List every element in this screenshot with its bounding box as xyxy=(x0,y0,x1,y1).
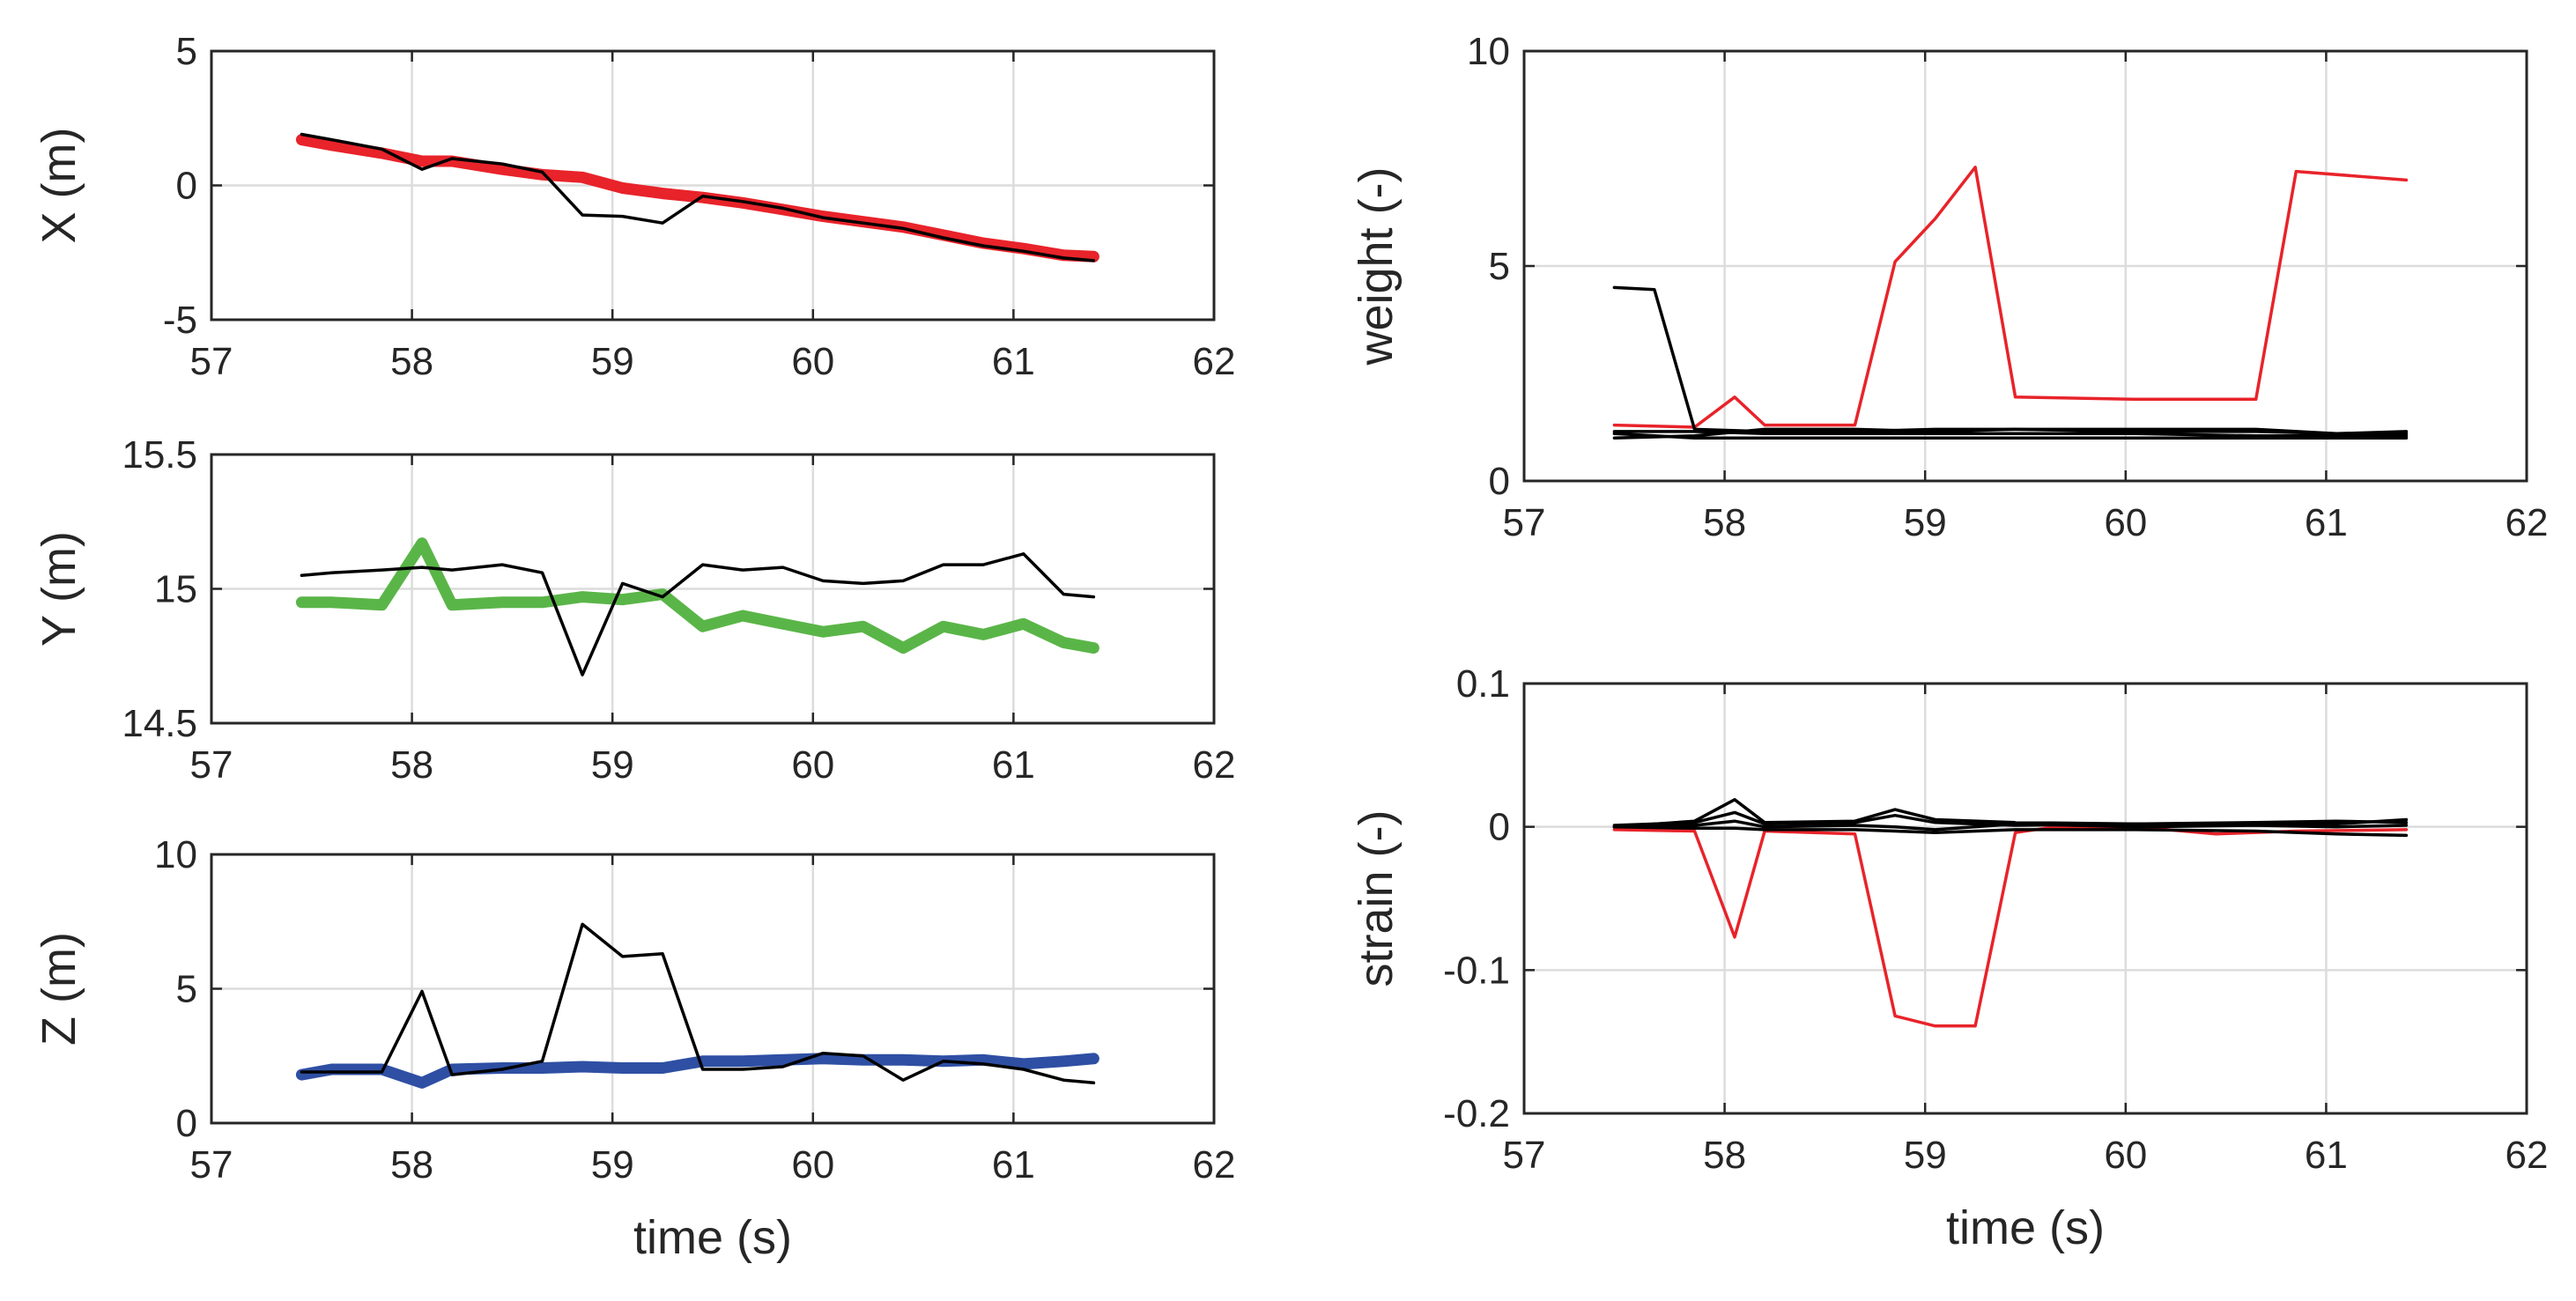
strain-series-1 xyxy=(1612,798,2409,829)
z-pos-series-1 xyxy=(300,922,1096,1085)
weight-xtick-label-5: 62 xyxy=(2506,501,2549,544)
x-pos-xtick-label-4: 61 xyxy=(992,340,1035,383)
weight-ylabel: weight (-) xyxy=(1350,166,1403,366)
z-pos-xtick-label-5: 62 xyxy=(1193,1143,1236,1186)
strain-ytick-label-0: -0.2 xyxy=(1443,1092,1510,1135)
y-pos-xtick-label-0: 57 xyxy=(190,743,233,787)
z-pos-ylabel: Z (m) xyxy=(33,932,85,1046)
strain-xtick-label-2: 59 xyxy=(1904,1134,1947,1177)
strain-ytick-label-1: -0.1 xyxy=(1443,949,1510,992)
y-pos-xtick-label-2: 59 xyxy=(591,743,634,787)
y-pos-ytick-label-0: 14.5 xyxy=(122,702,197,745)
strain-xtick-label-3: 60 xyxy=(2104,1134,2147,1177)
z-pos-xtick-label-3: 60 xyxy=(791,1143,834,1186)
weight-ytick-label-2: 10 xyxy=(1467,30,1510,73)
x-pos-panel: 57 58 59 60 61 62 -5 0 5 X (m) xyxy=(33,30,1235,383)
y-pos-ytick-label-1: 15 xyxy=(154,568,197,611)
strain-xtick-label-1: 58 xyxy=(1703,1134,1746,1177)
y-pos-series-1 xyxy=(300,552,1096,676)
x-pos-xtick-label-1: 58 xyxy=(390,340,433,383)
weight-series-4 xyxy=(1612,430,2409,438)
y-pos-ylabel: Y (m) xyxy=(33,531,85,647)
y-pos-series-0 xyxy=(295,537,1099,654)
strain-xtick-label-0: 57 xyxy=(1503,1134,1546,1177)
x-pos-xtick-label-5: 62 xyxy=(1193,340,1236,383)
strain-series-2 xyxy=(1612,810,2409,827)
z-pos-xtick-label-0: 57 xyxy=(190,1143,233,1186)
strain-xtick-label-4: 61 xyxy=(2305,1134,2348,1177)
y-pos-xtick-label-1: 58 xyxy=(390,743,433,787)
strain-ytick-label-3: 0.1 xyxy=(1456,662,1510,706)
weight-xtick-label-3: 60 xyxy=(2104,501,2147,544)
x-pos-series-1 xyxy=(300,132,1096,262)
x-pos-xtick-label-0: 57 xyxy=(190,340,233,383)
strain-panel: 57 58 59 60 61 62 -0.2 -0.1 0 0.1 strain (-) time (… xyxy=(1350,662,2548,1254)
x-pos-xtick-label-3: 60 xyxy=(791,340,834,383)
z-pos-xlabel: time (s) xyxy=(633,1211,792,1264)
x-pos-ytick-label-0: -5 xyxy=(163,299,197,342)
z-pos-xtick-label-4: 61 xyxy=(992,1143,1035,1186)
weight-ytick-label-1: 5 xyxy=(1489,245,1510,288)
y-pos-ytick-label-2: 15.5 xyxy=(122,433,197,477)
y-pos-xtick-label-4: 61 xyxy=(992,743,1035,787)
y-pos-xtick-label-5: 62 xyxy=(1193,743,1236,787)
x-pos-xtick-label-2: 59 xyxy=(591,340,634,383)
strain-axes-border xyxy=(1522,682,2528,1115)
x-pos-ylabel: X (m) xyxy=(33,128,85,244)
z-pos-xtick-label-1: 58 xyxy=(390,1143,433,1186)
weight-series-0 xyxy=(1612,166,2409,429)
x-pos-ytick-label-1: 0 xyxy=(176,165,197,208)
strain-xtick-label-5: 62 xyxy=(2506,1134,2549,1177)
z-pos-ytick-label-2: 10 xyxy=(154,833,197,876)
z-pos-panel: 57 58 59 60 61 62 0 5 10 Z (m) time (s) xyxy=(33,833,1235,1264)
z-pos-ytick-label-1: 5 xyxy=(176,968,197,1011)
strain-plot-area xyxy=(1522,682,2528,1115)
strain-xlabel: time (s) xyxy=(1946,1201,2105,1254)
weight-series-3 xyxy=(1612,432,2409,440)
y-pos-xtick-label-3: 60 xyxy=(791,743,834,787)
strain-series-4 xyxy=(1612,824,2409,838)
z-pos-series-0 xyxy=(295,1053,1099,1089)
strain-series-0 xyxy=(1612,824,2409,1028)
weight-xtick-label-1: 58 xyxy=(1703,501,1746,544)
z-pos-xtick-label-2: 59 xyxy=(591,1143,634,1186)
weight-panel: 57 58 59 60 61 62 0 5 10 weight (-) xyxy=(1350,30,2548,544)
strain-ylabel: strain (-) xyxy=(1350,810,1403,987)
x-pos-ytick-label-2: 5 xyxy=(176,30,197,73)
weight-xtick-label-4: 61 xyxy=(2305,501,2348,544)
weight-ytick-label-0: 0 xyxy=(1489,460,1510,503)
strain-series-3 xyxy=(1612,819,2409,832)
z-pos-ytick-label-0: 0 xyxy=(176,1102,197,1145)
weight-xtick-label-2: 59 xyxy=(1904,501,1947,544)
strain-ytick-label-2: 0 xyxy=(1489,806,1510,849)
y-pos-panel: 57 58 59 60 61 62 14.5 15 15.5 Y (m) xyxy=(33,433,1235,787)
weight-xtick-label-0: 57 xyxy=(1503,501,1546,544)
